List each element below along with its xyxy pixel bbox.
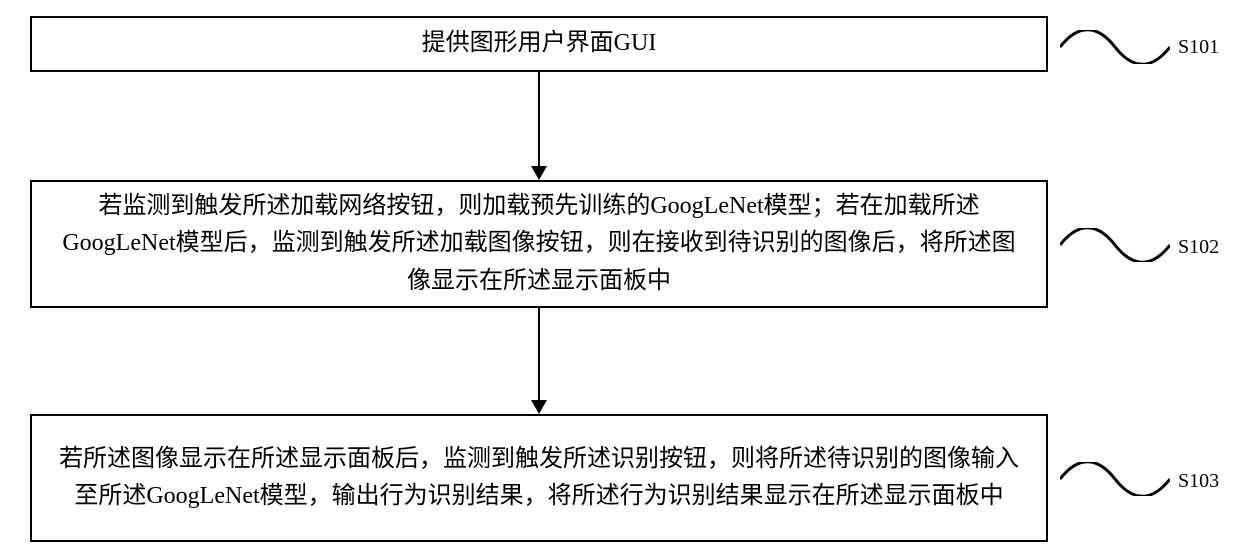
flowchart-canvas: 提供图形用户界面GUI S101 若监测到触发所述加载网络按钮，则加载预先训练的… [0,0,1240,555]
flow-node-s101: 提供图形用户界面GUI [30,16,1048,72]
arrow-head-icon [531,400,547,414]
step-label-s103: S103 [1178,470,1219,493]
flow-node-text: 若所述图像显示在所述显示面板后，监测到触发所述识别按钮，则将所述待识别的图像输入… [52,441,1026,515]
connector-tilde-icon [1060,228,1170,262]
flow-node-s102: 若监测到触发所述加载网络按钮，则加载预先训练的GoogLeNet模型；若在加载所… [30,180,1048,308]
arrow-head-icon [531,166,547,180]
step-label-s102: S102 [1178,236,1219,259]
connector-tilde-icon [1060,30,1170,64]
flow-node-s103: 若所述图像显示在所述显示面板后，监测到触发所述识别按钮，则将所述待识别的图像输入… [30,414,1048,542]
flow-arrow [538,72,540,166]
step-label-s101: S101 [1178,36,1219,59]
flow-node-text: 若监测到触发所述加载网络按钮，则加载预先训练的GoogLeNet模型；若在加载所… [52,188,1026,300]
connector-tilde-icon [1060,462,1170,496]
flow-node-text: 提供图形用户界面GUI [422,25,657,62]
flow-arrow [538,308,540,400]
